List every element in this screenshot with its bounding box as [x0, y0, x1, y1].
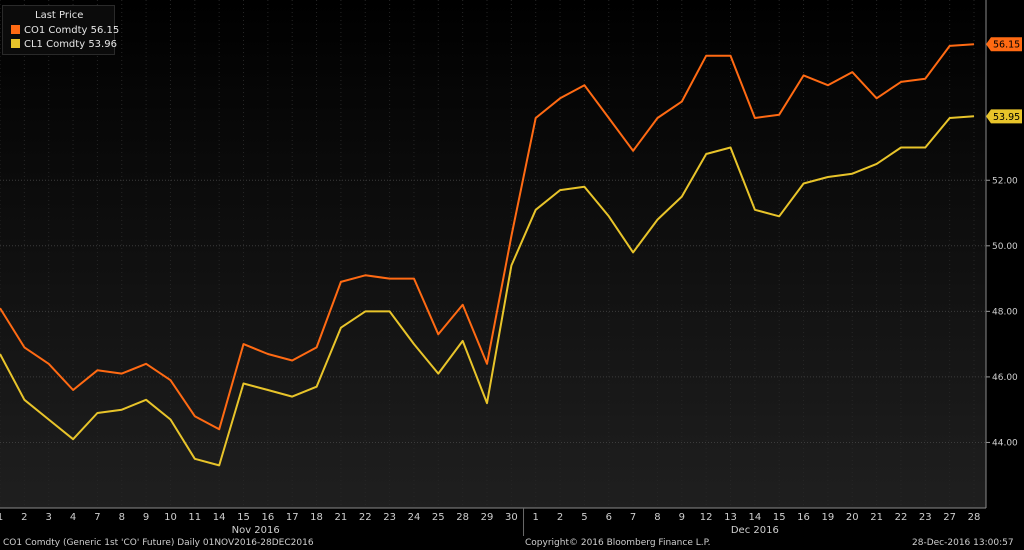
footer-timestamp: 28-Dec-2016 13:00:57 — [912, 538, 1014, 548]
x-tick-label: 14 — [213, 512, 226, 523]
x-tick-label: 23 — [919, 512, 932, 523]
x-tick-label: 2 — [557, 512, 563, 523]
price-chart: 1234789101114151617182122232425282930125… — [0, 0, 1022, 536]
x-tick-label: 22 — [359, 512, 372, 523]
y-tick-label: 48.00 — [992, 307, 1018, 317]
x-tick-label: 12 — [700, 512, 713, 523]
x-tick-label: 7 — [630, 512, 636, 523]
x-tick-label: 15 — [237, 512, 250, 523]
legend-swatch-cl1 — [11, 39, 20, 48]
last-price-badges: 56.15 53.95 — [986, 37, 1022, 124]
legend-value-cl1: 53.96 — [88, 39, 117, 50]
x-tick-label: 14 — [748, 512, 761, 523]
series-line-co1 — [0, 43, 975, 431]
x-tick-label: 21 — [870, 512, 883, 523]
x-tick-label: 29 — [481, 512, 494, 523]
month-label: Dec 2016 — [731, 525, 779, 536]
x-tick-label: 17 — [286, 512, 299, 523]
plot-background — [0, 0, 986, 508]
footer-copyright: Copyright© 2016 Bloomberg Finance L.P. — [525, 538, 711, 548]
x-tick-label: 15 — [773, 512, 786, 523]
x-tick-label: 11 — [188, 512, 201, 523]
x-tick-label: 18 — [310, 512, 323, 523]
badge-shape — [986, 37, 1022, 52]
x-tick-label: 27 — [943, 512, 956, 523]
legend-swatch-co1 — [11, 25, 20, 34]
badge-value: 56.15 — [993, 40, 1020, 51]
x-tick-label: 24 — [408, 512, 421, 523]
x-tick-label: 8 — [119, 512, 125, 523]
footer-bar: CO1 Comdty (Generic 1st 'CO' Future) Dai… — [0, 536, 1024, 550]
y-tick-label: 46.00 — [992, 373, 1018, 383]
x-tick-label: 6 — [606, 512, 612, 523]
legend: Last Price CO1 Comdty 56.15 CL1 Comdty 5… — [2, 5, 119, 55]
series-line-cl1 — [0, 115, 975, 467]
x-tick-label: 3 — [46, 512, 52, 523]
x-tick-label: 7 — [94, 512, 100, 523]
y-tick-label: 52.00 — [992, 176, 1018, 186]
legend-label-co1: CO1 Comdty — [24, 25, 88, 36]
badge-shape — [986, 109, 1022, 124]
x-tick-label: 28 — [456, 512, 469, 523]
x-axis: 1234789101114151617182122232425282930125… — [0, 507, 986, 536]
x-tick-label: 2 — [21, 512, 27, 523]
x-tick-label: 13 — [724, 512, 737, 523]
x-tick-label: 28 — [968, 512, 981, 523]
x-tick-label: 25 — [432, 512, 445, 523]
legend-item-cl1: CL1 Comdty 53.96 — [11, 39, 117, 50]
x-tick-label: 20 — [846, 512, 859, 523]
footer-security-description: CO1 Comdty (Generic 1st 'CO' Future) Dai… — [3, 538, 314, 548]
legend-item-co1: CO1 Comdty 56.15 — [11, 25, 119, 36]
series-lines — [0, 43, 975, 467]
x-tick-label: 22 — [895, 512, 908, 523]
x-tick-label: 10 — [164, 512, 177, 523]
legend-label-cl1: CL1 Comdty — [24, 39, 86, 50]
y-axis: 44.00 46.00 48.00 50.00 52.00 — [985, 0, 1018, 508]
x-tick-label: 16 — [261, 512, 274, 523]
legend-title: Last Price — [35, 10, 84, 21]
x-tick-label: 9 — [679, 512, 685, 523]
x-tick-label: 16 — [797, 512, 810, 523]
x-tick-label: 1 — [533, 512, 539, 523]
x-tick-label: 8 — [654, 512, 660, 523]
y-tick-label: 44.00 — [992, 438, 1018, 448]
badge-cl1: 53.95 — [986, 109, 1022, 124]
badge-value: 53.95 — [993, 112, 1020, 123]
x-tick-label: 9 — [143, 512, 149, 523]
x-tick-label: 5 — [581, 512, 587, 523]
x-tick-label: 1 — [0, 512, 3, 523]
x-tick-label: 30 — [505, 512, 518, 523]
legend-value-co1: 56.15 — [90, 25, 120, 36]
x-tick-label: 21 — [335, 512, 348, 523]
x-tick-label: 23 — [383, 512, 396, 523]
y-tick-label: 50.00 — [992, 242, 1018, 252]
month-label: Nov 2016 — [232, 525, 280, 536]
badge-co1: 56.15 — [986, 37, 1022, 52]
x-tick-label: 19 — [822, 512, 835, 523]
x-tick-label: 4 — [70, 512, 76, 523]
